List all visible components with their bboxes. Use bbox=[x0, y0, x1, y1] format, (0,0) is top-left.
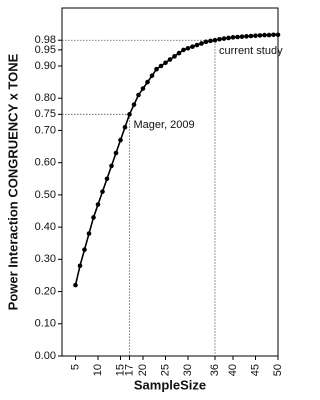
marker bbox=[140, 86, 146, 91]
annotation: Mager, 2009 bbox=[134, 119, 195, 131]
marker bbox=[275, 32, 281, 38]
x-tick-label: 15 bbox=[114, 364, 126, 376]
x-tick-label: 40 bbox=[227, 364, 239, 376]
marker bbox=[158, 63, 164, 69]
marker bbox=[104, 176, 110, 182]
x-tick-label: 25 bbox=[159, 364, 171, 376]
y-tick-label: 0.70 bbox=[35, 124, 56, 136]
marker bbox=[167, 57, 173, 62]
y-tick-label: 0.95 bbox=[35, 44, 56, 56]
marker bbox=[77, 263, 83, 269]
marker bbox=[226, 35, 231, 41]
marker bbox=[253, 33, 258, 39]
marker bbox=[194, 42, 200, 48]
y-tick-label: 0.40 bbox=[35, 221, 56, 233]
marker bbox=[172, 54, 177, 59]
y-tick-label: 0.75 bbox=[35, 108, 56, 120]
x-axis-title: SampleSize bbox=[134, 377, 206, 392]
x-tick-label: 36 bbox=[209, 364, 221, 376]
y-tick-label: 0.80 bbox=[35, 92, 56, 104]
marker bbox=[145, 79, 150, 85]
x-tick-label: 20 bbox=[137, 364, 149, 376]
marker bbox=[212, 37, 218, 43]
marker bbox=[239, 34, 245, 39]
x-tick-label: 5 bbox=[69, 364, 81, 370]
marker bbox=[221, 36, 227, 41]
marker bbox=[100, 189, 105, 194]
chart: Power Interaction CONGRUENCY x TONE Samp… bbox=[5, 7, 284, 392]
marker bbox=[131, 102, 137, 107]
marker bbox=[91, 215, 96, 220]
marker bbox=[149, 73, 155, 78]
marker bbox=[163, 60, 168, 66]
annotation: current study bbox=[219, 45, 283, 57]
marker bbox=[185, 45, 191, 51]
marker bbox=[230, 35, 236, 40]
marker bbox=[262, 32, 267, 38]
marker bbox=[109, 163, 114, 169]
y-axis-title: Power Interaction CONGRUENCY x TONE bbox=[5, 53, 20, 310]
plot-frame bbox=[61, 7, 279, 357]
marker bbox=[127, 112, 132, 117]
marker bbox=[248, 33, 254, 39]
marker bbox=[190, 44, 195, 49]
marker bbox=[73, 282, 78, 288]
marker bbox=[118, 137, 123, 143]
marker bbox=[244, 34, 249, 39]
y-tick-label: 0.60 bbox=[35, 157, 56, 169]
marker bbox=[113, 150, 119, 156]
y-tick-label: 0.98 bbox=[35, 34, 56, 46]
marker bbox=[95, 202, 101, 207]
marker bbox=[266, 32, 272, 38]
marker bbox=[199, 41, 204, 46]
y-tick-label: 0.20 bbox=[35, 285, 56, 297]
x-tick-label: 10 bbox=[92, 364, 104, 376]
marker bbox=[208, 38, 213, 44]
y-tick-label: 0.90 bbox=[35, 60, 56, 72]
y-tick-label: 0.30 bbox=[35, 253, 56, 265]
marker bbox=[271, 32, 276, 38]
y-tick-label: 0.10 bbox=[35, 318, 56, 330]
marker bbox=[86, 231, 92, 236]
marker bbox=[235, 34, 240, 40]
marker bbox=[154, 66, 159, 72]
marker bbox=[257, 33, 263, 38]
marker bbox=[122, 124, 128, 130]
marker bbox=[82, 247, 87, 252]
x-tick-label: 17 bbox=[123, 364, 135, 376]
x-tick-label: 30 bbox=[182, 364, 194, 376]
x-tick-label: 50 bbox=[272, 364, 284, 376]
marker bbox=[176, 50, 182, 56]
marker bbox=[217, 36, 222, 42]
y-tick-label: 0.50 bbox=[35, 189, 56, 201]
y-tick-label: 0.00 bbox=[35, 350, 56, 362]
marker bbox=[136, 92, 141, 98]
marker bbox=[181, 47, 186, 53]
line bbox=[74, 33, 278, 286]
x-tick-label: 45 bbox=[249, 364, 261, 376]
marker bbox=[203, 39, 209, 45]
